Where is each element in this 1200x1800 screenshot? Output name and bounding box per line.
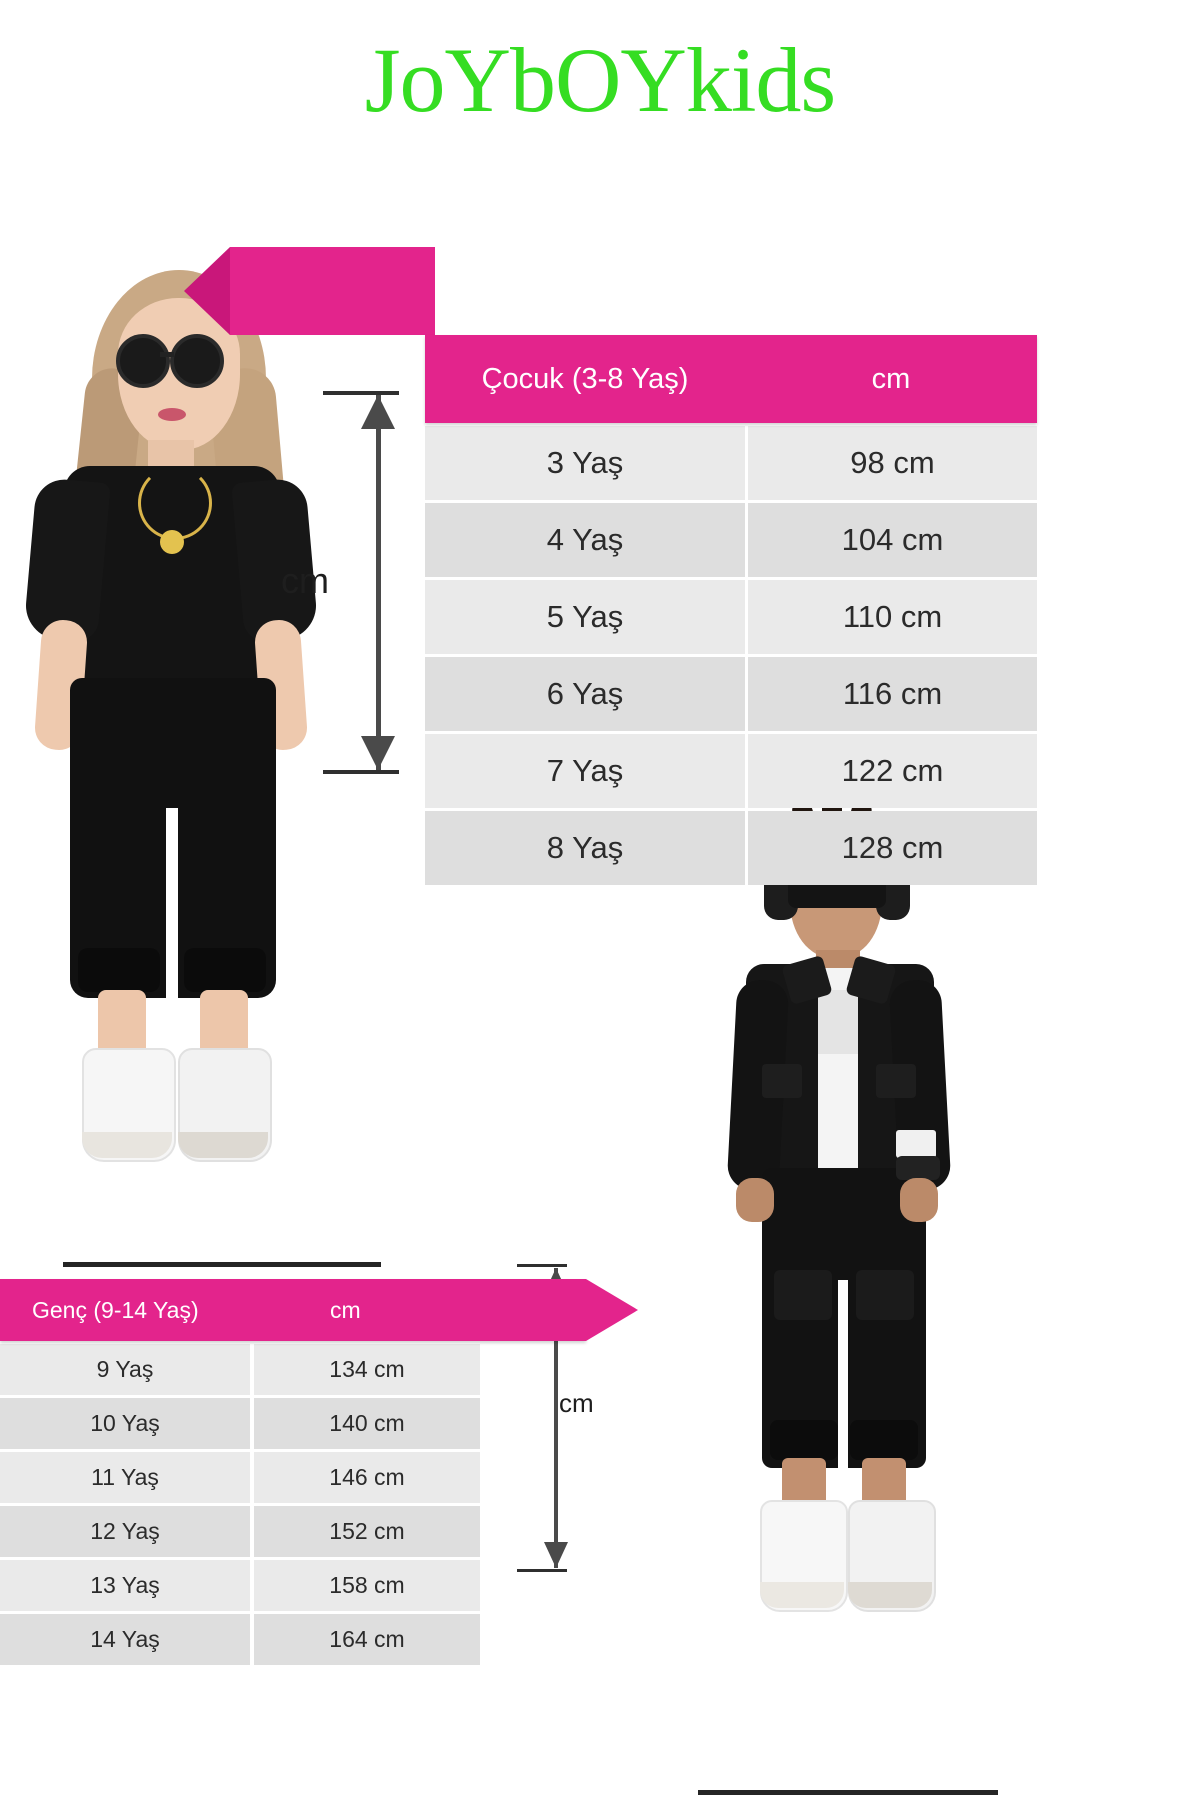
measure-cap-bottom-teen xyxy=(517,1569,567,1572)
teen-height-cell: 146 cm xyxy=(254,1452,480,1503)
child-size-table: Çocuk (3-8 Yaş) cm 3 Yaş 98 cm 4 Yaş 104 cm… xyxy=(184,247,1037,888)
child-age-cell: 7 Yaş xyxy=(425,734,745,808)
boy-sneaker-sole-left xyxy=(760,1582,844,1608)
boy-cargo-pocket-right xyxy=(856,1270,914,1320)
child-table-header-banner: Çocuk (3-8 Yaş) cm xyxy=(184,247,1037,423)
child-table-category-header: Çocuk (3-8 Yaş) xyxy=(481,362,689,395)
teen-table-row: 12 Yaş 152 cm xyxy=(0,1506,640,1557)
teen-table-rows: 9 Yaş 134 cm 10 Yaş 140 cm 11 Yaş 146 cm 12 Ya… xyxy=(0,1344,640,1665)
child-table-row: 5 Yaş 110 cm xyxy=(425,580,1037,654)
child-table-rows: 3 Yaş 98 cm 4 Yaş 104 cm 5 Yaş 110 cm 6 Yaş 116… xyxy=(425,426,1037,885)
brand-logo: JoYbOYkids xyxy=(0,34,1200,126)
teen-height-cell: 164 cm xyxy=(254,1614,480,1665)
girl-sunglasses-left-lens xyxy=(116,334,170,388)
teen-height-cell: 140 cm xyxy=(254,1398,480,1449)
teen-age-cell: 13 Yaş xyxy=(0,1560,250,1611)
brand-logo-text: JoYbOYkids xyxy=(364,29,836,131)
boy-hand-left xyxy=(736,1178,774,1222)
girl-sunglasses-right-lens xyxy=(170,334,224,388)
teen-table-row: 10 Yaş 140 cm xyxy=(0,1398,640,1449)
girl-necklace-pendant xyxy=(160,530,184,554)
teen-banner-right-arrow xyxy=(586,1279,638,1341)
teen-banner-body xyxy=(0,1279,586,1341)
child-age-cell: 5 Yaş xyxy=(425,580,745,654)
child-height-cell: 98 cm xyxy=(748,426,1037,500)
measure-cap-bottom-child xyxy=(323,770,399,774)
boy-leg-gap xyxy=(838,1280,848,1470)
boy-wristwatch xyxy=(896,1156,940,1180)
child-age-cell: 8 Yaş xyxy=(425,811,745,885)
girl-pant-cuff-left xyxy=(78,948,160,992)
height-measure-arrow-child: cm xyxy=(281,391,401,774)
child-table-row: 6 Yaş 116 cm xyxy=(425,657,1037,731)
child-age-cell: 3 Yaş xyxy=(425,426,745,500)
girl-ground-line xyxy=(63,1262,381,1267)
measure-line-teen xyxy=(554,1268,558,1568)
boy-tshirt-print xyxy=(812,990,864,1054)
boy-sneaker-sole-right xyxy=(848,1582,932,1608)
measure-label-child: cm xyxy=(281,560,329,601)
teen-height-cell: 152 cm xyxy=(254,1506,480,1557)
child-height-cell: 128 cm xyxy=(748,811,1037,885)
child-age-cell: 6 Yaş xyxy=(425,657,745,731)
teen-age-cell: 10 Yaş xyxy=(0,1398,250,1449)
teen-banner-labels: Genç (9-14 Yaş) cm xyxy=(0,1279,640,1341)
girl-sunglasses-bridge xyxy=(160,352,174,357)
teen-height-cell: 158 cm xyxy=(254,1560,480,1611)
teen-table-unit-header: cm xyxy=(330,1296,361,1323)
boy-hand-right xyxy=(900,1178,938,1222)
teen-table-header-banner: Genç (9-14 Yaş) cm xyxy=(0,1279,640,1341)
child-table-row: 4 Yaş 104 cm xyxy=(425,503,1037,577)
child-banner-labels: Çocuk (3-8 Yaş) cm xyxy=(425,335,1037,423)
girl-sleeve-left xyxy=(23,477,111,643)
child-table-row: 3 Yaş 98 cm xyxy=(425,426,1037,500)
girl-sneaker-sole-right xyxy=(178,1132,268,1158)
measure-line-child xyxy=(375,395,381,770)
child-table-row: 8 Yaş 128 cm xyxy=(425,811,1037,885)
teen-age-cell: 11 Yaş xyxy=(0,1452,250,1503)
child-table-unit-header: cm xyxy=(871,362,911,395)
measure-arrowhead-down-teen xyxy=(544,1542,568,1568)
girl-model-illustration xyxy=(20,248,350,1268)
measure-cap-top-teen xyxy=(517,1264,567,1267)
girl-necklace-chain xyxy=(138,466,212,540)
measure-label-teen: cm xyxy=(559,1388,594,1418)
teen-age-cell: 12 Yaş xyxy=(0,1506,250,1557)
girl-lips xyxy=(158,408,186,421)
teen-age-cell: 9 Yaş xyxy=(0,1344,250,1395)
child-height-cell: 110 cm xyxy=(748,580,1037,654)
measure-arrowhead-down-child xyxy=(361,736,395,770)
child-table-row: 7 Yaş 122 cm xyxy=(425,734,1037,808)
teen-height-cell: 134 cm xyxy=(254,1344,480,1395)
child-age-cell: 4 Yaş xyxy=(425,503,745,577)
teen-size-table: Genç (9-14 Yaş) cm 9 Yaş 134 cm 10 Yaş 140 … xyxy=(0,1279,640,1668)
child-banner-left-tail xyxy=(184,247,435,335)
child-banner-body xyxy=(425,335,1037,423)
teen-table-row: 14 Yaş 164 cm xyxy=(0,1614,640,1665)
measure-cap-top-child xyxy=(323,391,399,395)
boy-pant-cuff-right xyxy=(850,1420,918,1460)
child-height-cell: 122 cm xyxy=(748,734,1037,808)
boy-model-illustration xyxy=(690,796,990,1800)
teen-table-category-header: Genç (9-14 Yaş) xyxy=(32,1296,199,1323)
teen-age-cell: 14 Yaş xyxy=(0,1614,250,1665)
boy-pant-cuff-left xyxy=(770,1420,838,1460)
boy-sleeve-patch xyxy=(896,1130,936,1158)
measure-arrowhead-up-child xyxy=(361,395,395,429)
child-height-cell: 116 cm xyxy=(748,657,1037,731)
child-height-cell: 104 cm xyxy=(748,503,1037,577)
boy-cargo-pocket-left xyxy=(774,1270,832,1320)
teen-table-row: 13 Yaş 158 cm xyxy=(0,1560,640,1611)
boy-jacket-pocket-left xyxy=(762,1064,802,1098)
boy-ground-line xyxy=(698,1790,998,1795)
teen-table-row: 9 Yaş 134 cm xyxy=(0,1344,640,1395)
girl-leg-gap xyxy=(166,808,178,1008)
boy-jacket-pocket-right xyxy=(876,1064,916,1098)
teen-table-row: 11 Yaş 146 cm xyxy=(0,1452,640,1503)
girl-sneaker-sole-left xyxy=(82,1132,172,1158)
girl-pant-cuff-right xyxy=(184,948,266,992)
